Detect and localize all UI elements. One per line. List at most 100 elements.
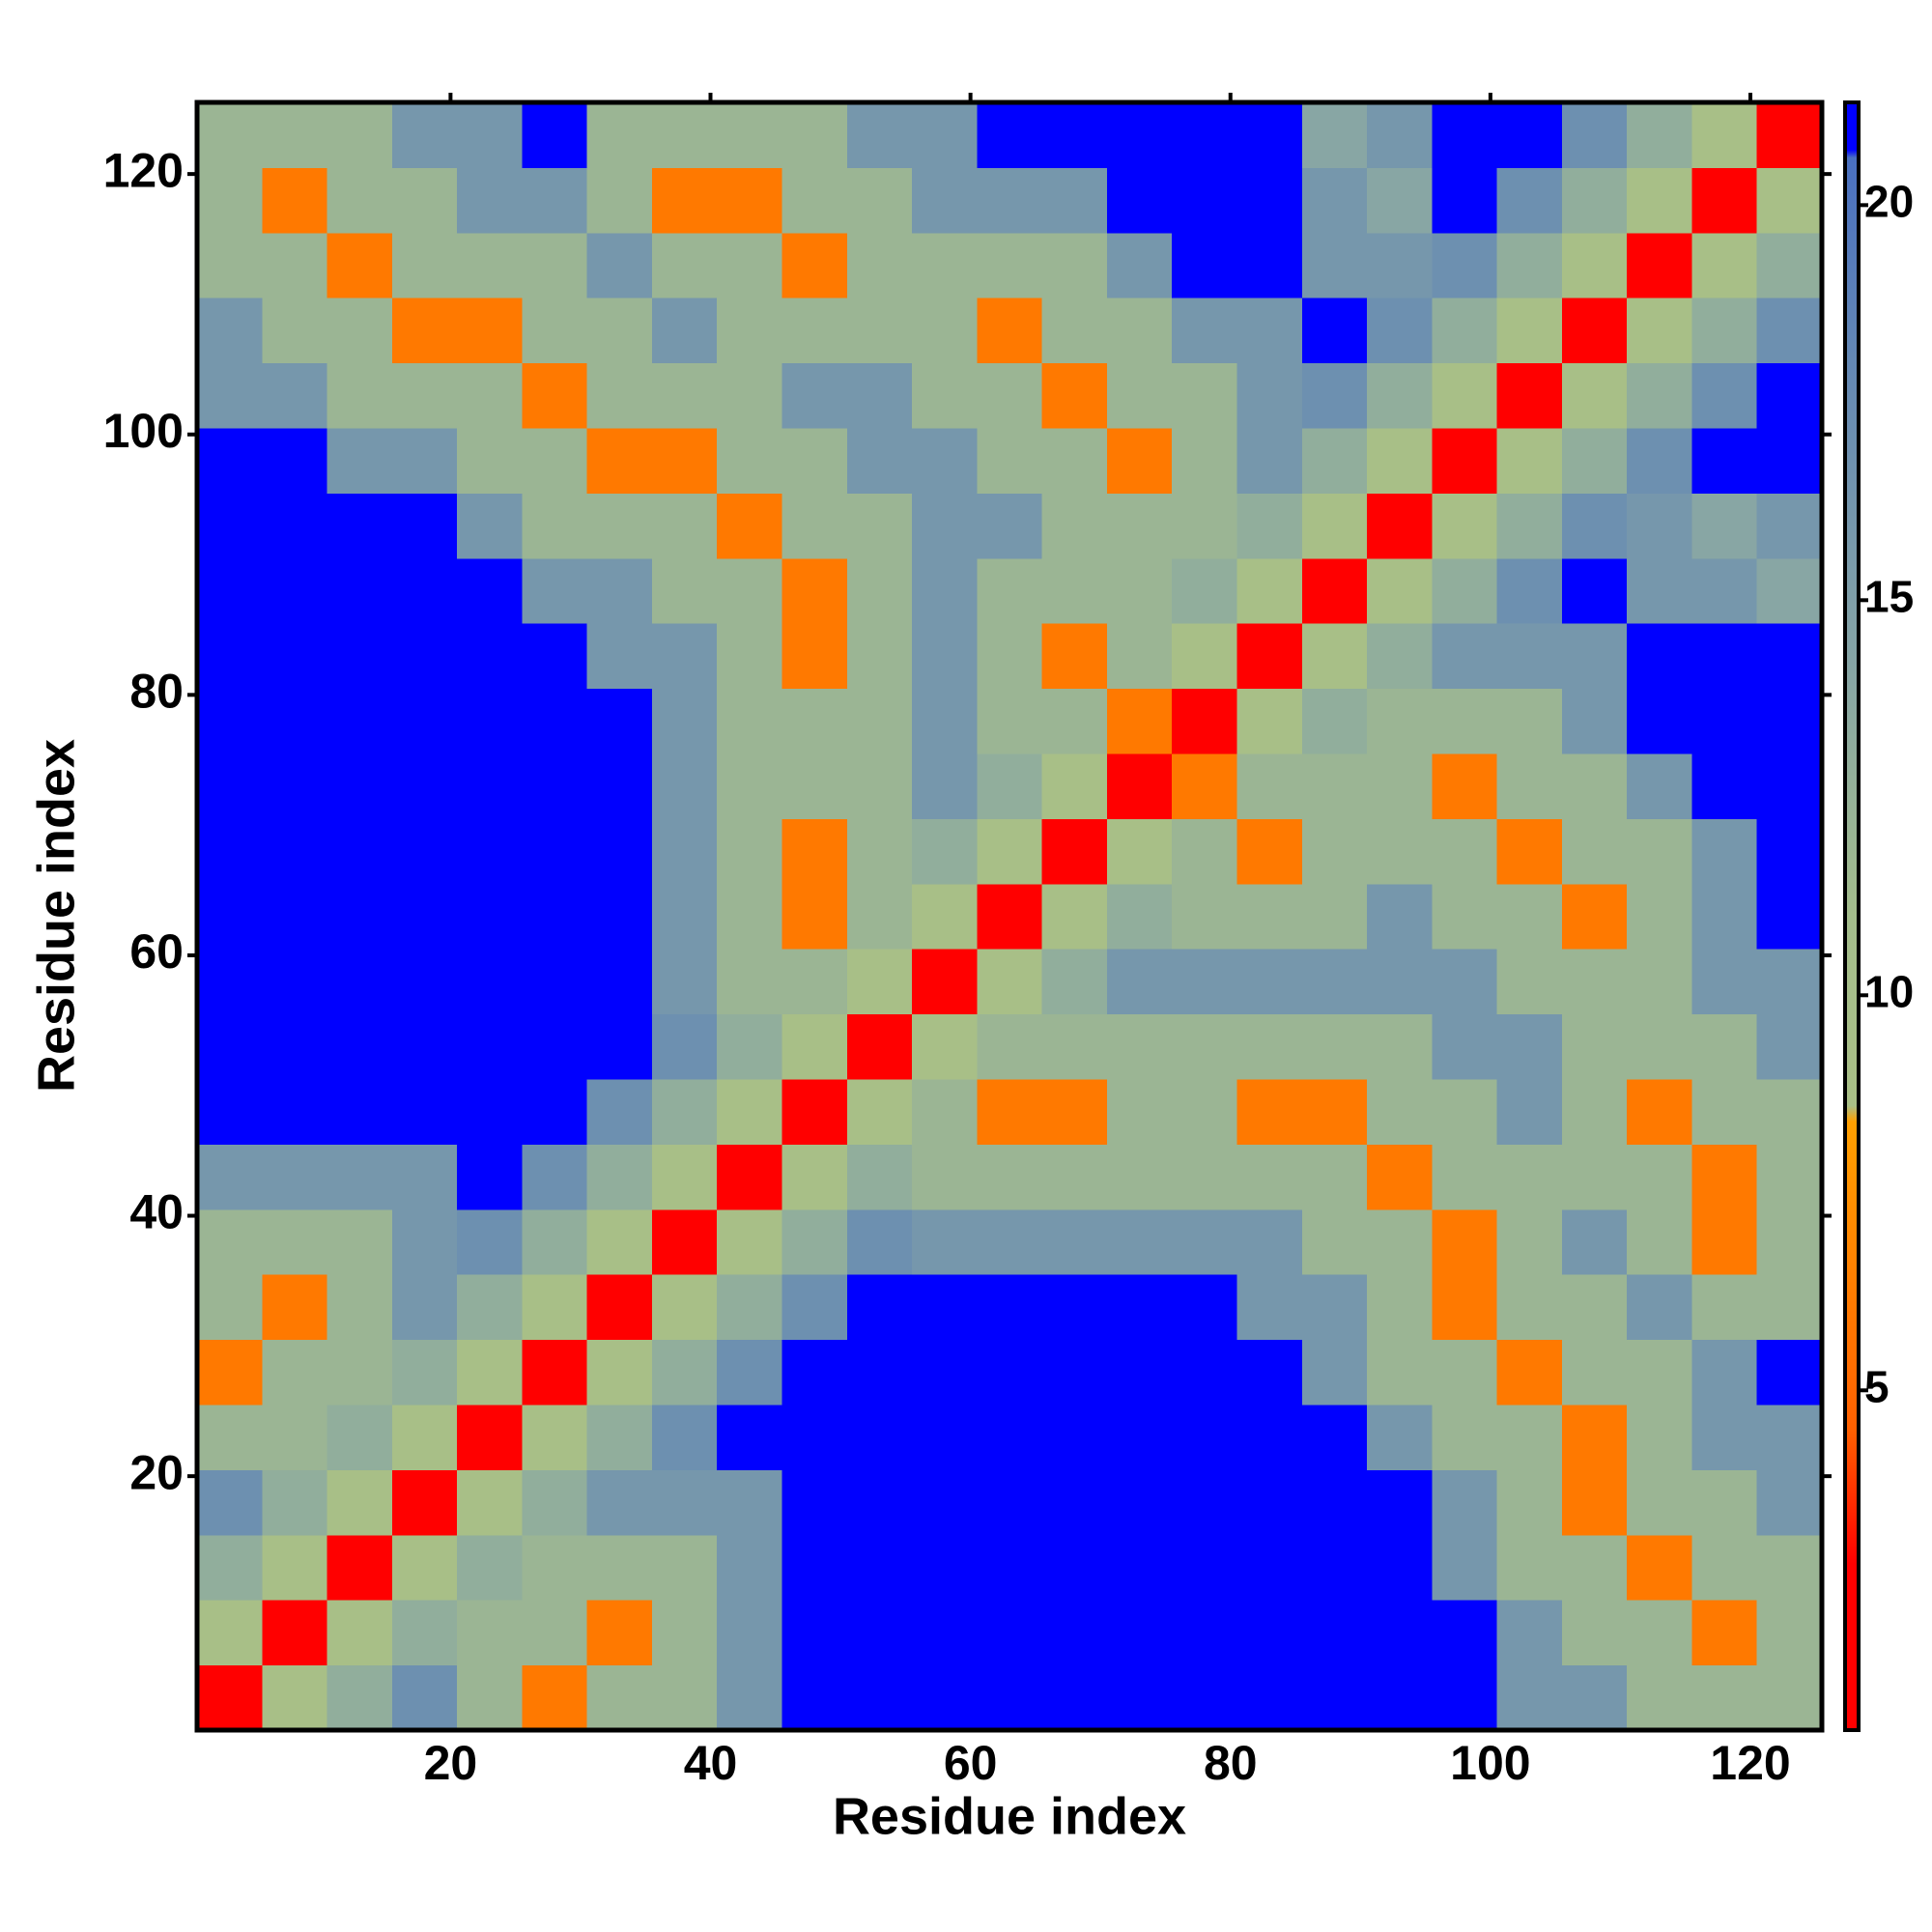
- heatmap-cell: [1627, 1600, 1692, 1666]
- heatmap-cell: [1041, 1664, 1108, 1731]
- heatmap-cell: [1691, 1144, 1758, 1210]
- heatmap-cell: [1301, 688, 1368, 754]
- heatmap-cell: [1041, 1405, 1108, 1470]
- heatmap-cell: [586, 428, 653, 494]
- heatmap-cell: [1756, 102, 1823, 168]
- heatmap-cell: [846, 493, 913, 559]
- heatmap-cell: [1367, 298, 1433, 364]
- heatmap-cell: [1367, 557, 1433, 624]
- heatmap-cell: [651, 1664, 718, 1731]
- heatmap-cell: [977, 1664, 1043, 1731]
- heatmap-cell: [1496, 428, 1563, 494]
- heatmap-cell: [1041, 1469, 1108, 1536]
- heatmap-cell: [1367, 1339, 1433, 1406]
- heatmap-cell: [717, 1664, 783, 1731]
- heatmap-cell: [1756, 428, 1823, 494]
- heatmap-cell: [1301, 232, 1368, 298]
- heatmap-cell: [262, 1274, 328, 1341]
- heatmap-cell: [262, 1469, 328, 1536]
- heatmap-cell: [651, 232, 718, 298]
- heatmap-cell: [912, 1534, 978, 1601]
- heatmap-cell: [977, 949, 1043, 1015]
- heatmap-cell: [1432, 623, 1498, 690]
- heatmap-cell: [1627, 1144, 1692, 1210]
- heatmap-cell: [1432, 1534, 1498, 1601]
- heatmap-cell: [1627, 102, 1692, 168]
- heatmap-cell: [522, 493, 588, 559]
- heatmap-cell: [522, 1405, 588, 1470]
- heatmap-cell: [1172, 883, 1237, 950]
- heatmap-cell: [1561, 1339, 1628, 1406]
- heatmap-cell: [1172, 493, 1237, 559]
- colorbar-tick-label: 15: [1864, 571, 1914, 621]
- heatmap-cell: [1691, 818, 1758, 885]
- heatmap-cell: [197, 1600, 263, 1666]
- heatmap-cell: [391, 883, 458, 950]
- heatmap-cell: [651, 102, 718, 168]
- heatmap-cell: [1172, 1013, 1237, 1080]
- heatmap-cell: [1106, 232, 1173, 298]
- heatmap-cell: [977, 1469, 1043, 1536]
- heatmap-cell: [391, 428, 458, 494]
- heatmap-cell: [1367, 623, 1433, 690]
- heatmap-cell: [1301, 1469, 1368, 1536]
- heatmap-cell: [457, 102, 523, 168]
- heatmap-cell: [1367, 949, 1433, 1015]
- heatmap-cell: [1367, 753, 1433, 819]
- heatmap-cell: [1172, 949, 1237, 1015]
- heatmap-cell: [717, 1013, 783, 1080]
- heatmap-cell: [1236, 818, 1303, 885]
- heatmap-cell: [1106, 1664, 1173, 1731]
- heatmap-cell: [1041, 1274, 1108, 1341]
- heatmap-cell: [1496, 232, 1563, 298]
- heatmap-cell: [1041, 949, 1108, 1015]
- y-tick-label: 20: [129, 1445, 184, 1499]
- heatmap-cell: [1172, 818, 1237, 885]
- heatmap-cell: [391, 1013, 458, 1080]
- heatmap-cell: [197, 1405, 263, 1470]
- heatmap-cell: [522, 1339, 588, 1406]
- heatmap-cell: [1236, 102, 1303, 168]
- heatmap-cell: [1756, 1664, 1823, 1731]
- heatmap-cell: [1432, 818, 1498, 885]
- heatmap-cell: [846, 753, 913, 819]
- heatmap-cell: [327, 1339, 393, 1406]
- heatmap-cell: [1496, 1534, 1563, 1601]
- heatmap-cell: [1301, 428, 1368, 494]
- heatmap-cell: [327, 428, 393, 494]
- heatmap-cell: [1367, 1144, 1433, 1210]
- heatmap-cell: [1561, 753, 1628, 819]
- heatmap-cell: [1432, 298, 1498, 364]
- heatmap-cell: [1106, 1079, 1173, 1145]
- heatmap-cell: [1301, 1274, 1368, 1341]
- heatmap-cell: [977, 688, 1043, 754]
- heatmap-cell: [912, 1469, 978, 1536]
- heatmap-cell: [781, 493, 848, 559]
- heatmap-cell: [1496, 883, 1563, 950]
- heatmap-cell: [912, 1144, 978, 1210]
- heatmap-cell: [1561, 1079, 1628, 1145]
- x-tick-label: 100: [1450, 1736, 1530, 1790]
- heatmap-cell: [1561, 1013, 1628, 1080]
- heatmap-cell: [1106, 493, 1173, 559]
- heatmap-cell: [457, 1274, 523, 1341]
- heatmap-cell: [912, 232, 978, 298]
- colorbar-tick-label: 10: [1864, 966, 1914, 1016]
- heatmap-cell: [846, 1600, 913, 1666]
- heatmap-cell: [1041, 232, 1108, 298]
- heatmap-cell: [1236, 428, 1303, 494]
- heatmap-cell: [1236, 1144, 1303, 1210]
- heatmap-cell: [586, 232, 653, 298]
- heatmap-cell: [651, 1013, 718, 1080]
- heatmap-cell: [262, 1664, 328, 1731]
- heatmap-cell: [651, 949, 718, 1015]
- heatmap-cell: [1496, 493, 1563, 559]
- heatmap-cell: [1561, 102, 1628, 168]
- heatmap-cell: [197, 883, 263, 950]
- heatmap-cell: [522, 1469, 588, 1536]
- heatmap-cell: [586, 949, 653, 1015]
- heatmap-cell: [1496, 1600, 1563, 1666]
- heatmap-cell: [327, 232, 393, 298]
- heatmap-cell: [1756, 557, 1823, 624]
- heatmap-cell: [1756, 883, 1823, 950]
